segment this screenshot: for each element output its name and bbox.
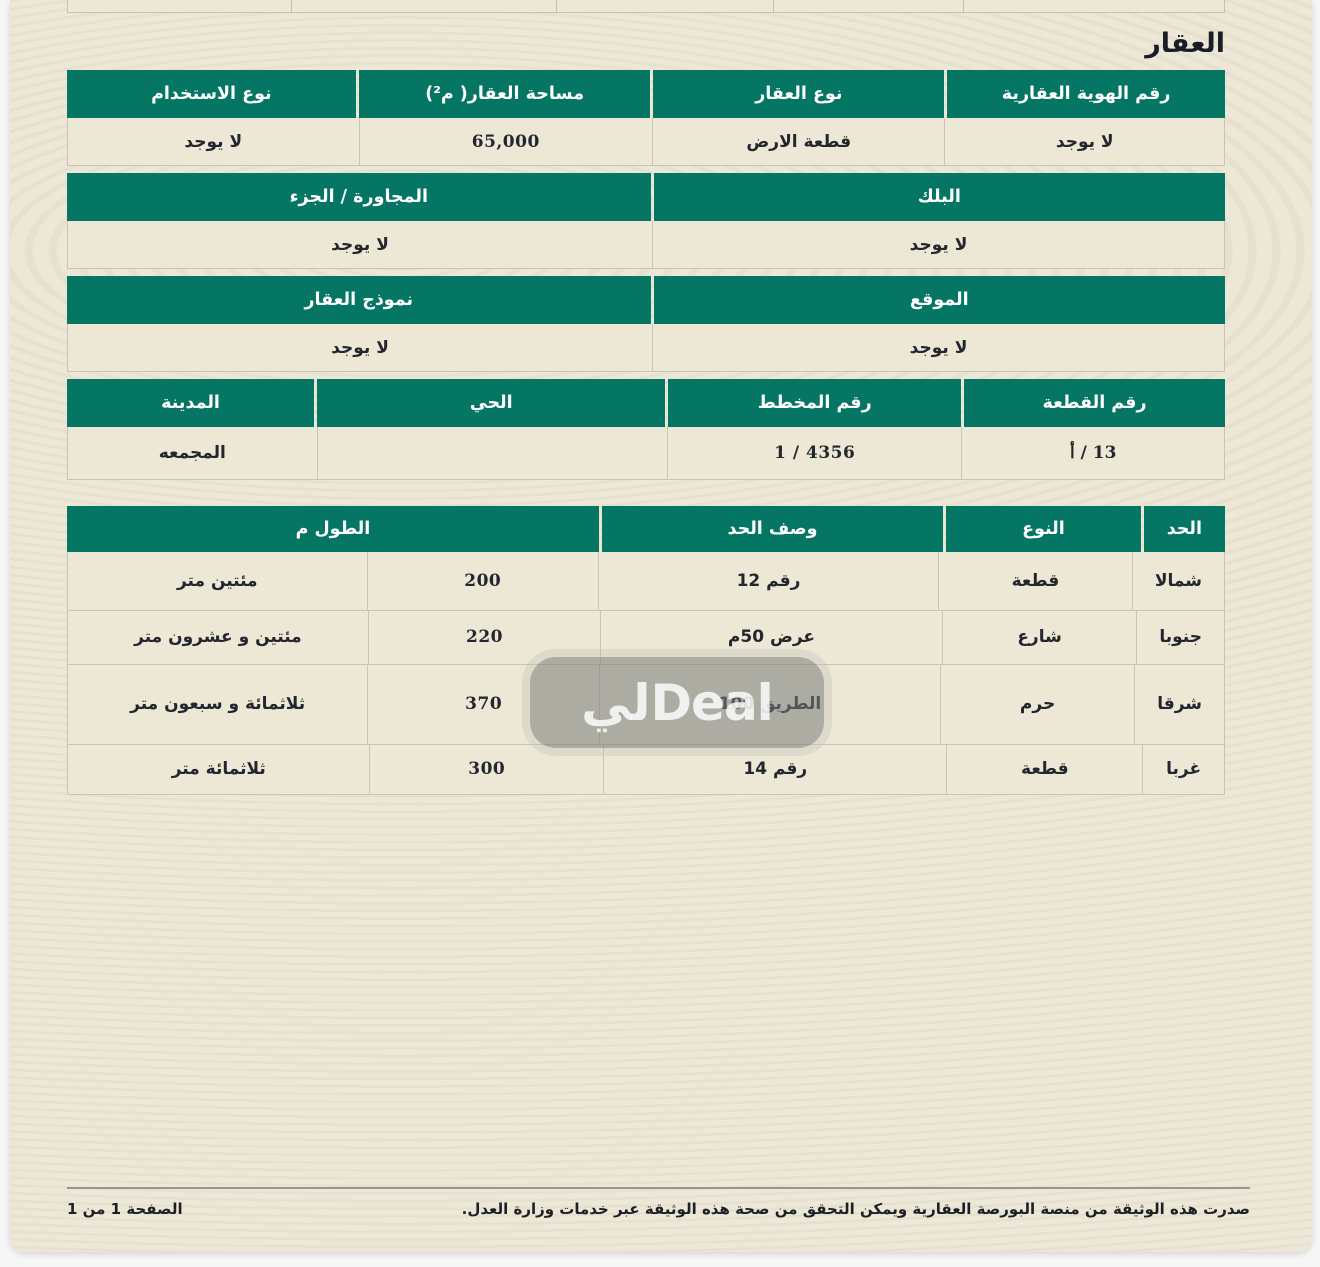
value-cell-city: المجمعه (158, 443, 226, 463)
value-cell-property-id: لا يوجد (944, 118, 1224, 165)
cell-length-text: ثلاثمائة متر (171, 759, 266, 780)
cell-length-value: 300 (369, 745, 603, 794)
header-cell-property-id: رقم الهوية العقارية (947, 70, 1225, 118)
value-cell-location: لا يوجد (652, 324, 1224, 371)
header-cell-block: البلك (653, 173, 1225, 221)
cell-border-type: حرم (939, 665, 1134, 744)
cell-border-side: شرقا (1134, 665, 1224, 744)
footer-issuance-note: صدرت هذه الوثيقة من منصة البورصة العقاري… (461, 1200, 1250, 1218)
footer-page-indicator: الصفحة 1 من 1 (67, 1200, 183, 1218)
cell-border-type: قطعة (938, 552, 1132, 610)
cell-border-type: قطعة (946, 745, 1142, 794)
header-cell-usage-type: نوع الاستخدام (67, 70, 356, 118)
property-section-identity: رقم الهوية العقارية نوع العقار مساحة الع… (67, 70, 1225, 166)
value-cell-usage-type: لا يوجد (184, 131, 243, 152)
header-cell-neighbor-part: المجاورة / الجزء (67, 173, 651, 221)
remnant-cell (772, 0, 964, 12)
header-cell-border-type: النوع (946, 506, 1141, 552)
header-cell-property-model: نموذج العقار (67, 276, 651, 324)
document-footer: صدرت هذه الوثيقة من منصة البورصة العقاري… (67, 1187, 1250, 1218)
header-cell-length-m: الطول م (67, 506, 599, 552)
cell-border-side: شمالا (1131, 552, 1224, 610)
header-cell-plot-number: رقم القطعة (964, 379, 1225, 427)
cell-border-type: شارع (941, 611, 1137, 664)
cell-border-description: رقم 12 (597, 552, 938, 610)
borders-table: الحد النوع وصف الحد الطول م شمالا قطعة ر… (67, 506, 1225, 795)
document-content: العقار رقم الهوية العقارية نوع العقار مس… (10, 0, 1312, 795)
remnant-cell (290, 0, 557, 12)
header-cell-plan-number: رقم المخطط (668, 379, 962, 427)
value-cell-property-area: 65,000 (358, 118, 653, 165)
cell-length-value: 370 (367, 665, 599, 744)
cell-border-description: رقم 14 (603, 745, 946, 794)
property-section-plot: رقم القطعة رقم المخطط الحي المدينة 13 / … (67, 379, 1225, 480)
cell-length-text: مئتين متر (176, 570, 258, 591)
property-section-location: الموقع نموذج العقار لا يوجد لا يوجد (67, 276, 1225, 372)
cell-border-description: عرض 50م (600, 611, 942, 664)
cell-length-text: مئتين و عشرون متر (134, 627, 302, 648)
value-cell-block: لا يوجد (652, 221, 1224, 268)
watermark-arabic-text: لي (581, 673, 651, 732)
cell-border-side: غربا (1142, 745, 1224, 794)
border-row-west: غربا قطعة رقم 14 300 ثلاثمائة متر (68, 744, 1224, 794)
value-cell-property-model: لا يوجد (331, 337, 389, 358)
footer-divider (67, 1187, 1250, 1189)
cropped-table-remnant (67, 0, 1225, 13)
header-cell-border: الحد (1143, 506, 1225, 552)
border-row-south: جنوبا شارع عرض 50م 220 مئتين و عشرون متر (68, 610, 1224, 664)
value-cell-plan-number: 4356 / 1 (666, 427, 962, 479)
header-cell-city: المدينة (67, 379, 315, 427)
header-cell-location: الموقع (653, 276, 1225, 324)
watermark-latin-text: Deal (650, 673, 774, 732)
header-cell-border-description: وصف الحد (601, 506, 944, 552)
remnant-cell (556, 0, 773, 12)
remnant-cell (963, 0, 1224, 12)
cell-border-side: جنوبا (1136, 611, 1224, 664)
cell-length-value: 220 (367, 611, 600, 664)
property-section-block: البلك المجاورة / الجزء لا يوجد لا يوجد (67, 173, 1225, 269)
watermark-logo: لي Deal (581, 673, 774, 732)
border-row-north: شمالا قطعة رقم 12 200 مئتين متر (68, 552, 1224, 610)
document-page: العقار رقم الهوية العقارية نوع العقار مس… (10, 0, 1312, 1252)
header-cell-property-type: نوع العقار (653, 70, 945, 118)
value-cell-neighbor-part: لا يوجد (331, 234, 389, 255)
cell-length-value: 200 (366, 552, 598, 610)
header-cell-district: الحي (317, 379, 666, 427)
value-cell-plot-number: 13 / أ (961, 427, 1224, 479)
page-title: العقار (1145, 28, 1225, 59)
cell-length-text: ثلاثمائة و سبعون متر (130, 694, 306, 715)
header-cell-property-area: مساحة العقار( م²) (358, 70, 651, 118)
value-cell-district (316, 427, 667, 479)
value-cell-property-type: قطعة الارض (652, 118, 944, 165)
watermark-badge: لي Deal (530, 657, 824, 748)
remnant-cell (68, 0, 291, 12)
